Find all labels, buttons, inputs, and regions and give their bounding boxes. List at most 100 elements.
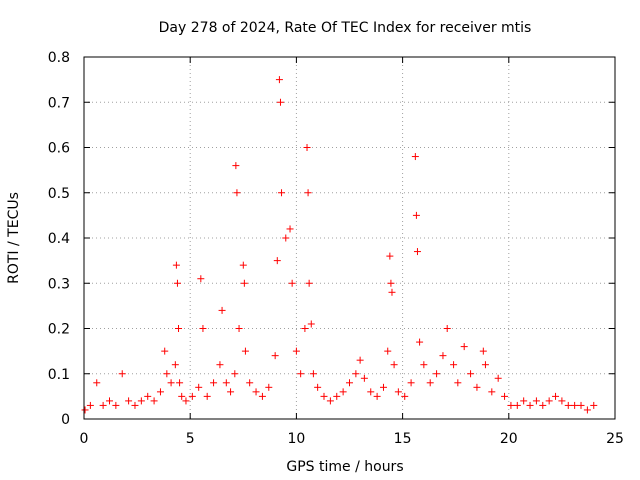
data-point — [411, 153, 419, 161]
data-point — [443, 325, 451, 332]
data-point — [454, 379, 462, 387]
data-point — [175, 325, 183, 332]
data-point — [577, 401, 585, 409]
data-point — [105, 397, 113, 405]
data-point — [481, 361, 489, 369]
data-point — [346, 379, 353, 387]
y-tick-label: 0.3 — [48, 276, 70, 292]
data-point — [532, 397, 540, 405]
data-point — [356, 356, 364, 364]
data-point — [246, 379, 254, 387]
data-point — [412, 211, 420, 219]
data-point — [227, 388, 235, 396]
data-point — [131, 401, 139, 409]
data-point — [137, 397, 145, 405]
data-point — [304, 189, 312, 197]
data-point — [488, 388, 496, 396]
data-point — [450, 361, 458, 369]
data-point — [216, 361, 224, 369]
x-tick-label: 0 — [80, 431, 89, 447]
data-point — [552, 392, 560, 400]
data-point — [386, 252, 394, 260]
data-point — [352, 370, 360, 378]
x-tick-label: 25 — [606, 431, 624, 447]
data-point — [564, 401, 572, 409]
data-point — [387, 279, 395, 287]
data-point — [210, 379, 218, 387]
data-point — [144, 392, 152, 400]
data-point — [163, 370, 171, 378]
data-point — [513, 401, 521, 409]
y-tick-label: 0.6 — [48, 141, 70, 157]
data-point — [86, 401, 94, 409]
data-point — [320, 392, 328, 400]
data-point — [590, 401, 598, 409]
data-point — [232, 162, 240, 170]
data-point — [394, 388, 402, 396]
data-point — [507, 401, 515, 409]
y-tick-label: 0.5 — [48, 186, 70, 202]
data-point — [275, 76, 283, 84]
data-point — [252, 388, 260, 396]
data-point — [222, 379, 230, 387]
data-point — [199, 325, 207, 332]
data-point — [467, 370, 475, 378]
data-point — [125, 397, 133, 405]
data-point — [326, 397, 334, 405]
data-point — [571, 401, 579, 409]
y-tick-label: 0.2 — [48, 322, 70, 338]
data-point — [379, 383, 387, 391]
data-point — [81, 406, 89, 414]
data-point — [218, 306, 226, 314]
data-point — [539, 401, 547, 409]
data-point — [195, 383, 203, 391]
data-point — [420, 361, 428, 369]
data-point — [161, 347, 169, 355]
data-point — [583, 406, 591, 414]
data-point — [276, 98, 284, 106]
data-point — [314, 383, 322, 391]
data-point — [171, 361, 179, 369]
data-point — [373, 392, 381, 400]
data-point — [339, 388, 347, 396]
data-point — [99, 401, 107, 409]
data-point — [233, 189, 241, 197]
x-tick-label: 5 — [186, 431, 195, 447]
data-point — [93, 379, 101, 387]
data-point — [303, 144, 311, 151]
data-point — [172, 261, 180, 269]
data-point — [271, 352, 279, 360]
data-point — [388, 288, 396, 296]
data-point — [273, 257, 281, 265]
data-point — [307, 320, 315, 328]
data-point — [545, 397, 553, 405]
chart-title: Day 278 of 2024, Rate Of TEC Index for r… — [159, 20, 532, 36]
data-point — [558, 397, 566, 405]
data-point — [240, 279, 248, 287]
y-tick-label: 0.1 — [48, 367, 70, 383]
data-point — [390, 361, 398, 369]
data-point — [188, 392, 196, 400]
data-point — [178, 392, 186, 400]
data-point — [526, 401, 534, 409]
data-point — [173, 279, 181, 287]
data-point — [182, 397, 190, 405]
data-point — [286, 225, 294, 233]
data-point — [494, 374, 502, 382]
data-series — [81, 76, 598, 414]
y-tick-label: 0.4 — [48, 231, 70, 247]
data-point — [360, 374, 368, 382]
data-point — [426, 379, 434, 387]
data-point — [258, 392, 266, 400]
y-tick-label: 0 — [61, 412, 70, 428]
data-point — [433, 370, 441, 378]
data-point — [367, 388, 375, 396]
data-point — [309, 370, 317, 378]
data-point — [305, 279, 313, 287]
data-point — [235, 325, 243, 332]
data-point — [473, 383, 481, 391]
data-point — [150, 397, 158, 405]
axis-ticks: 0 5 10 15 20 25 0 0.1 0.2 0.3 0.4 0.5 0.6 0.7 0.8 — [48, 50, 624, 447]
data-point — [401, 392, 409, 400]
